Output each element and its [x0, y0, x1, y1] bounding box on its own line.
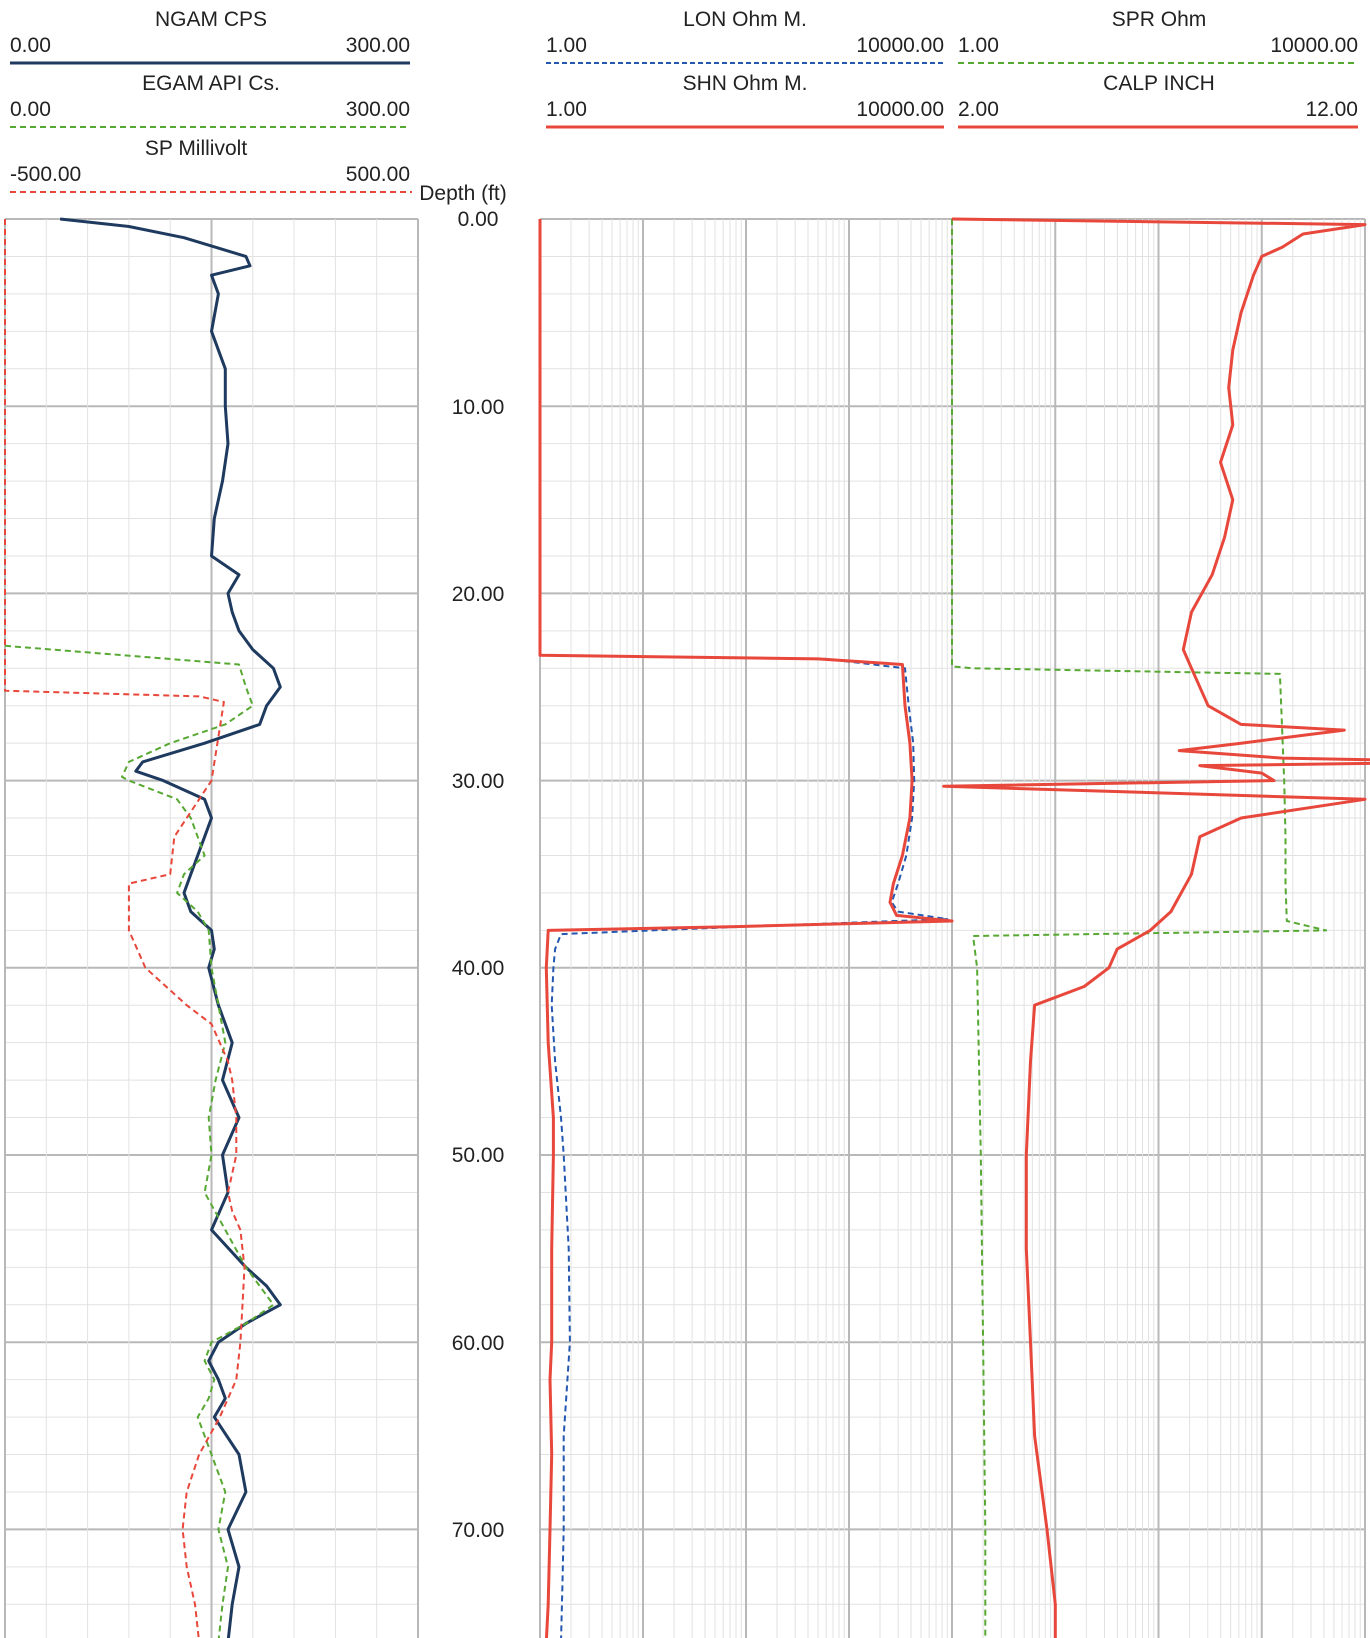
curve-ngam	[59, 217, 282, 1638]
curve-shn	[538, 219, 954, 1638]
header-sp-max: 500.00	[346, 163, 410, 186]
header-egam-min: 0.00	[10, 98, 51, 121]
depth-tick-label: 70.00	[452, 1519, 505, 1542]
header-calp-min: 2.00	[958, 98, 999, 121]
grid	[4, 218, 1366, 1638]
curve-sp	[4, 219, 246, 1638]
curve-egam	[4, 644, 275, 1638]
header-egam-max: 300.00	[346, 98, 410, 121]
header-shn-min: 1.00	[546, 98, 587, 121]
depth-tick-label: 30.00	[452, 770, 505, 793]
track2-header: LON Ohm M. 1.00 10000.00 SHN Ohm M. 1.00…	[546, 8, 944, 129]
header-spr-min: 1.00	[958, 34, 999, 57]
track1-header: NGAM CPS 0.00 300.00 EGAM API Cs. 0.00 3…	[10, 8, 412, 193]
header-egam-title: EGAM API Cs.	[142, 72, 280, 95]
header-sp-min: -500.00	[10, 163, 81, 186]
depth-tick-label: 60.00	[452, 1332, 505, 1355]
track1-grid	[4, 218, 419, 1638]
header-ngam-min: 0.00	[10, 34, 51, 57]
depth-tick-label: 50.00	[452, 1144, 505, 1167]
depth-tick-label: 20.00	[452, 583, 505, 606]
header-ngam-title: NGAM CPS	[155, 8, 267, 31]
header-ngam-max: 300.00	[346, 34, 410, 57]
header-sp-title: SP Millivolt	[145, 137, 247, 160]
track3-grid	[951, 218, 1366, 1638]
depth-tick-label: 0.00	[458, 208, 499, 231]
header-shn-max: 10000.00	[856, 98, 944, 121]
depth-ticks: 0.00 10.00 20.00 30.00 40.00 50.00 60.00…	[452, 208, 505, 1542]
depth-tick-label: 10.00	[452, 396, 505, 419]
curves	[4, 217, 1370, 1638]
depth-axis-label: Depth (ft)	[419, 182, 507, 205]
header-lon-title: LON Ohm M.	[683, 8, 807, 31]
header-lon-min: 1.00	[546, 34, 587, 57]
curve-spr	[951, 219, 1328, 1638]
header-calp-title: CALP INCH	[1103, 72, 1215, 95]
header-spr-title: SPR Ohm	[1112, 8, 1207, 31]
header-lon-max: 10000.00	[856, 34, 944, 57]
header-calp-max: 12.00	[1305, 98, 1358, 121]
track3-header: SPR Ohm 1.00 10000.00 CALP INCH 2.00 12.…	[958, 8, 1358, 129]
curve-calp	[942, 217, 1370, 1638]
depth-tick-label: 40.00	[452, 957, 505, 980]
header-shn-title: SHN Ohm M.	[683, 72, 808, 95]
header-spr-max: 10000.00	[1270, 34, 1358, 57]
